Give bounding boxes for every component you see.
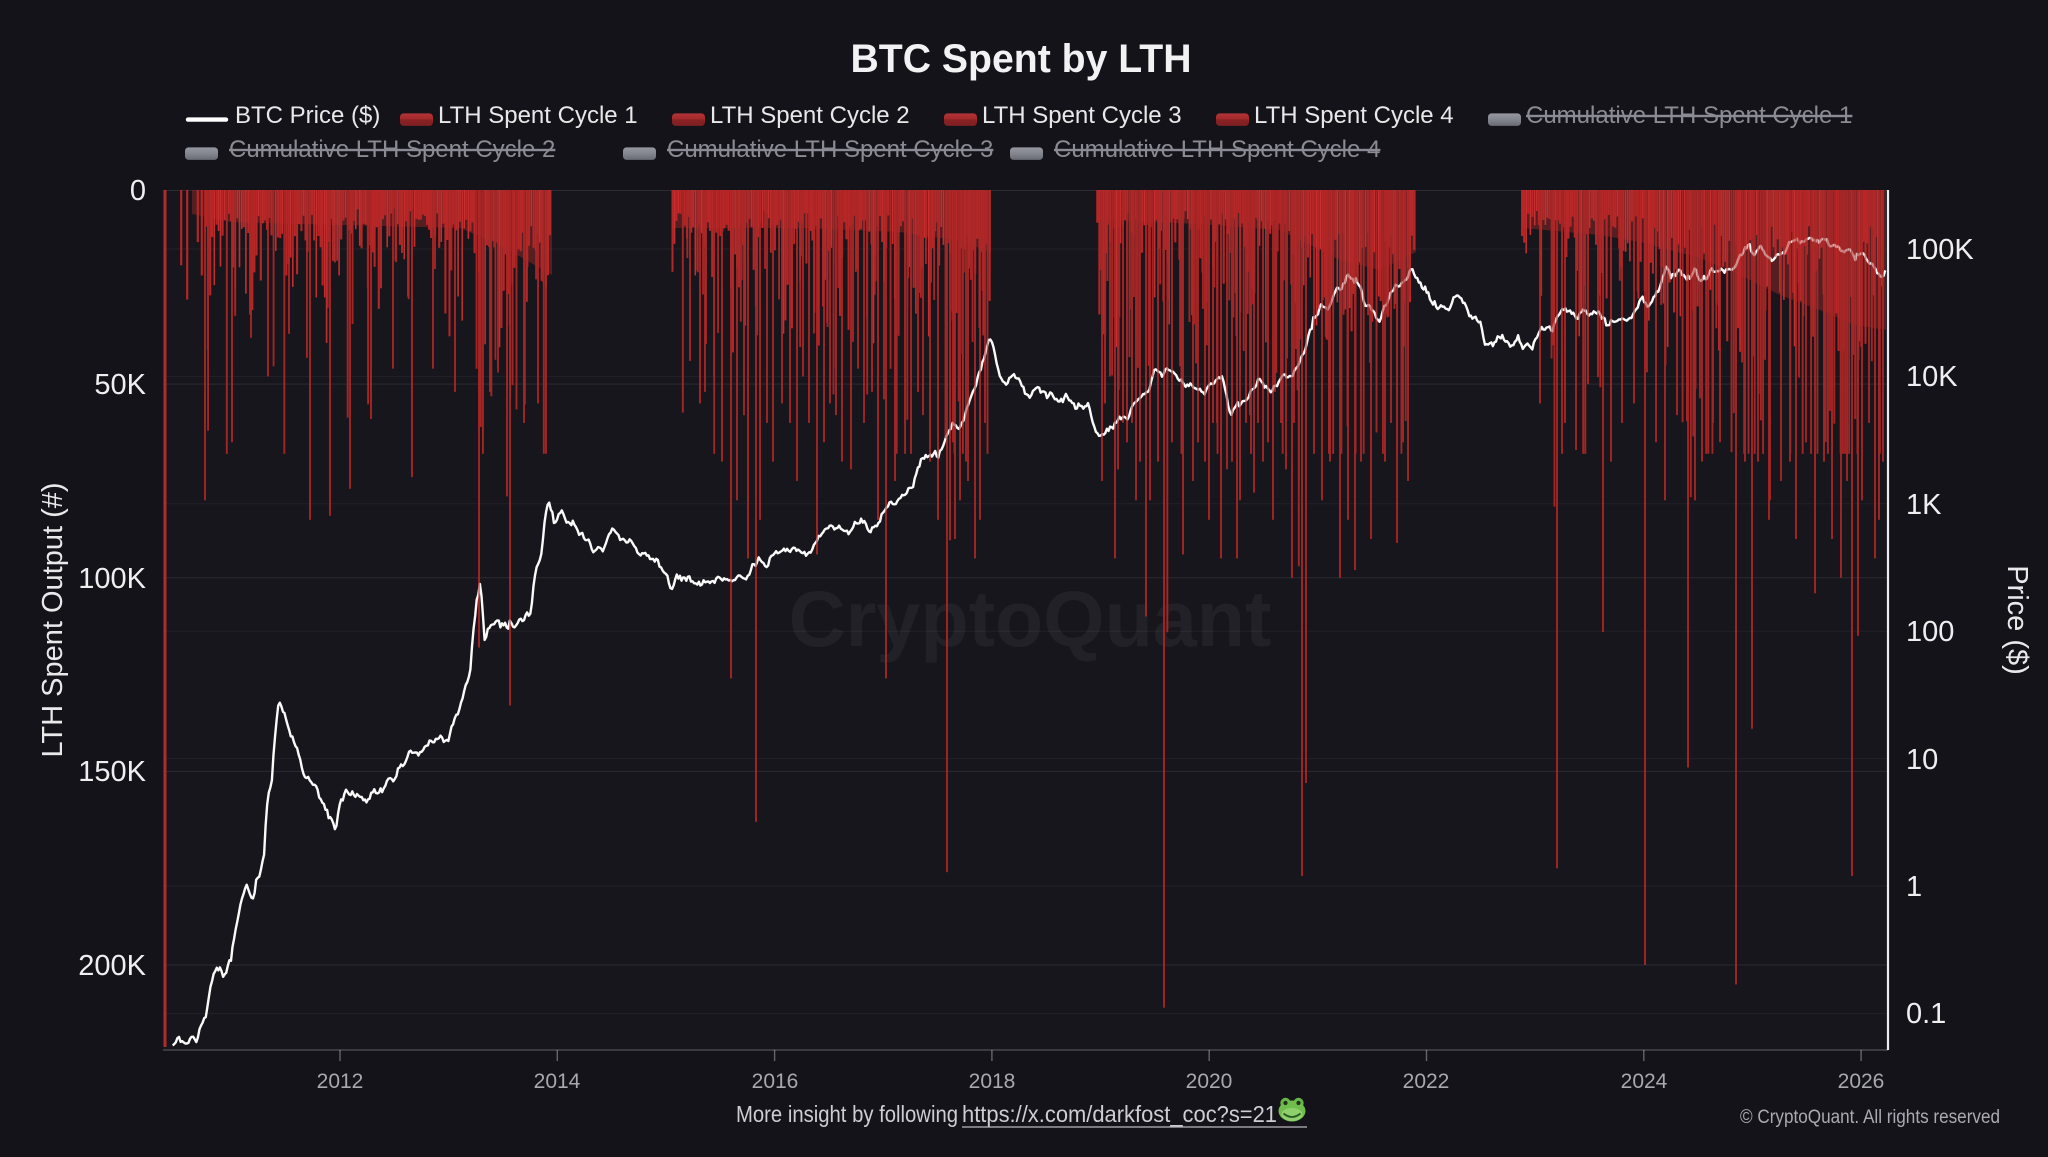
- svg-text:Cumulative LTH Spent Cycle 3: Cumulative LTH Spent Cycle 3: [667, 136, 993, 163]
- svg-text:CryptoQuant: CryptoQuant: [789, 574, 1272, 663]
- svg-text:10: 10: [1906, 744, 1938, 776]
- svg-text:2026: 2026: [1838, 1070, 1885, 1093]
- svg-text:0: 0: [130, 175, 146, 207]
- svg-text:LTH Spent Cycle 3: LTH Spent Cycle 3: [982, 102, 1182, 129]
- svg-text:2024: 2024: [1621, 1070, 1668, 1093]
- svg-text:2016: 2016: [752, 1070, 799, 1093]
- svg-text:2020: 2020: [1186, 1070, 1233, 1093]
- svg-text:10K: 10K: [1906, 361, 1958, 393]
- svg-text:2012: 2012: [317, 1070, 364, 1093]
- svg-text:LTH Spent Cycle 2: LTH Spent Cycle 2: [710, 102, 910, 129]
- svg-text:BTC Price ($): BTC Price ($): [235, 102, 380, 129]
- svg-text:100K: 100K: [1906, 234, 1974, 266]
- svg-text:1: 1: [1906, 871, 1922, 903]
- svg-text:150K: 150K: [78, 756, 146, 788]
- svg-text:Price ($): Price ($): [2001, 565, 2033, 675]
- svg-text:1K: 1K: [1906, 489, 1942, 521]
- svg-text:0.1: 0.1: [1906, 998, 1946, 1030]
- svg-text:Cumulative LTH Spent Cycle 2: Cumulative LTH Spent Cycle 2: [229, 136, 555, 163]
- svg-text:LTH Spent Cycle 1: LTH Spent Cycle 1: [438, 102, 638, 129]
- svg-text:More insight by following: More insight by following: [736, 1101, 958, 1127]
- svg-text:Cumulative LTH Spent Cycle 1: Cumulative LTH Spent Cycle 1: [1526, 102, 1852, 129]
- svg-text:2014: 2014: [534, 1070, 581, 1093]
- svg-text:2022: 2022: [1403, 1070, 1450, 1093]
- svg-text:100: 100: [1906, 616, 1954, 648]
- svg-text:Cumulative LTH Spent Cycle 4: Cumulative LTH Spent Cycle 4: [1054, 136, 1380, 163]
- svg-text:BTC Spent by LTH: BTC Spent by LTH: [851, 37, 1192, 81]
- svg-text:LTH Spent Output (#): LTH Spent Output (#): [37, 482, 69, 757]
- svg-text:100K: 100K: [78, 563, 146, 595]
- svg-text:50K: 50K: [94, 369, 146, 401]
- svg-text:https://x.com/darkfost_coc?s=2: https://x.com/darkfost_coc?s=21: [962, 1101, 1277, 1127]
- svg-text:2018: 2018: [969, 1070, 1016, 1093]
- svg-text:© CryptoQuant. All rights rese: © CryptoQuant. All rights reserved: [1740, 1107, 2000, 1128]
- svg-text:LTH Spent Cycle 4: LTH Spent Cycle 4: [1254, 102, 1454, 129]
- svg-text:200K: 200K: [78, 950, 146, 982]
